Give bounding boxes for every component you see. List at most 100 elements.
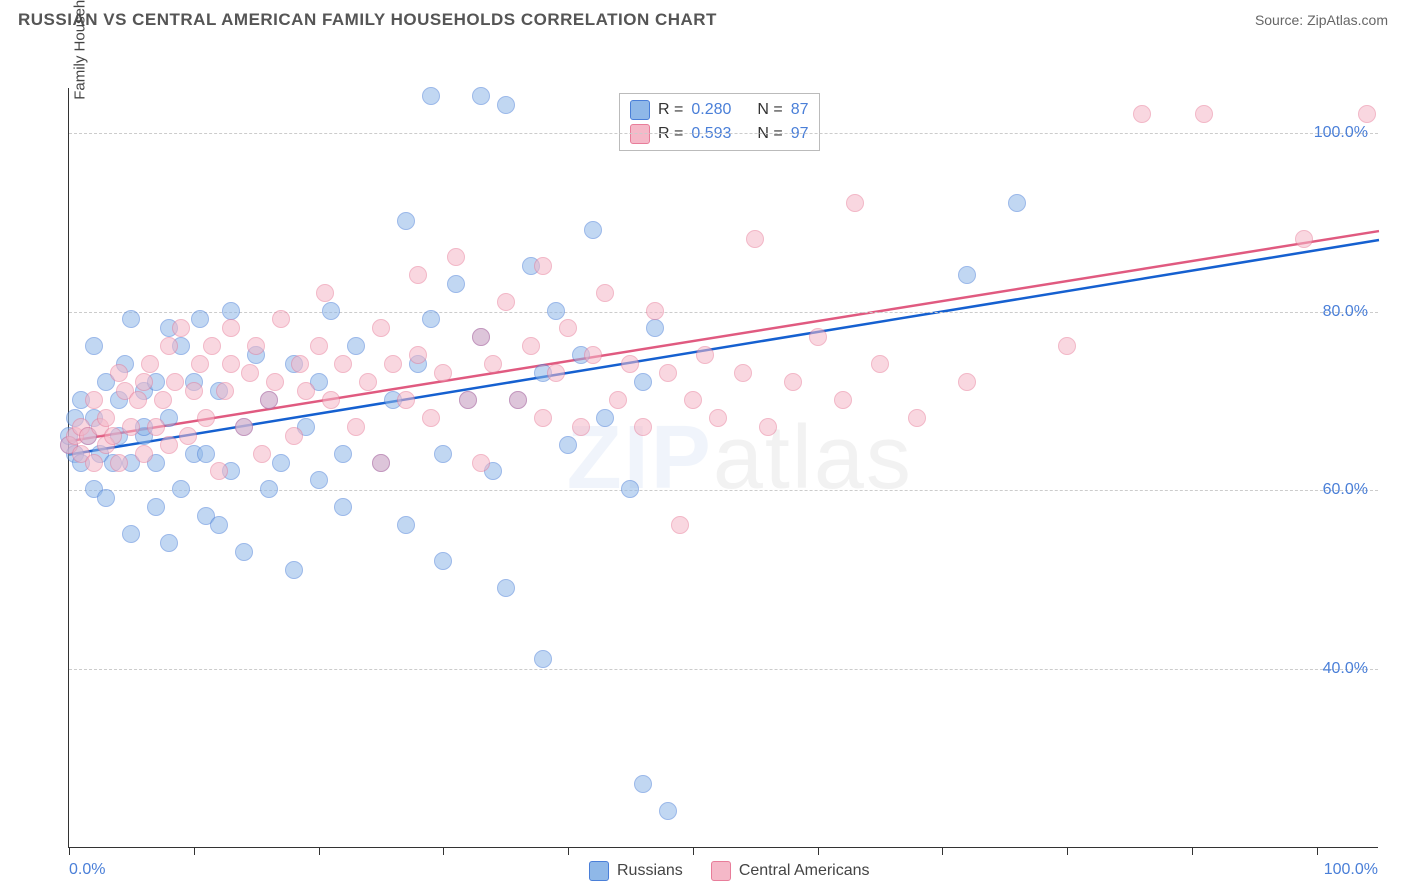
data-point: [584, 346, 602, 364]
y-tick-label: 80.0%: [1323, 303, 1368, 321]
source-label: Source: ZipAtlas.com: [1255, 12, 1388, 28]
data-point: [621, 355, 639, 373]
data-point: [634, 775, 652, 793]
data-point: [322, 302, 340, 320]
data-point: [347, 337, 365, 355]
legend-bottom: Russians Central Americans: [589, 861, 870, 881]
x-tick: [319, 847, 320, 855]
data-point: [166, 373, 184, 391]
data-point: [222, 355, 240, 373]
trend-line: [69, 231, 1379, 441]
data-point: [272, 310, 290, 328]
legend-stats-row: R =0.280N =87: [630, 98, 809, 122]
x-tick: [1192, 847, 1193, 855]
data-point: [447, 275, 465, 293]
data-point: [260, 391, 278, 409]
x-tick: [568, 847, 569, 855]
data-point: [122, 418, 140, 436]
data-point: [291, 355, 309, 373]
data-point: [734, 364, 752, 382]
data-point: [621, 480, 639, 498]
data-point: [547, 364, 565, 382]
x-tick: [69, 847, 70, 855]
data-point: [122, 525, 140, 543]
legend-swatch: [711, 861, 731, 881]
data-point: [310, 337, 328, 355]
data-point: [85, 391, 103, 409]
data-point: [334, 445, 352, 463]
legend-stats-row: R =0.593N =97: [630, 122, 809, 146]
y-tick-label: 40.0%: [1323, 660, 1368, 678]
data-point: [334, 498, 352, 516]
data-point: [559, 319, 577, 337]
data-point: [97, 489, 115, 507]
data-point: [235, 543, 253, 561]
data-point: [122, 310, 140, 328]
data-point: [684, 391, 702, 409]
data-point: [253, 445, 271, 463]
data-point: [596, 284, 614, 302]
data-point: [534, 650, 552, 668]
data-point: [472, 328, 490, 346]
data-point: [191, 310, 209, 328]
plot-area: ZIPatlas R =0.280N =87R =0.593N =97 Russ…: [68, 88, 1378, 848]
legend-label: Central Americans: [739, 862, 870, 880]
stat-n-value: 87: [791, 101, 809, 119]
data-point: [709, 409, 727, 427]
data-point: [316, 284, 334, 302]
data-point: [372, 319, 390, 337]
data-point: [147, 418, 165, 436]
data-point: [572, 418, 590, 436]
y-axis-label: Family Households: [71, 0, 88, 100]
x-tick: [1317, 847, 1318, 855]
data-point: [409, 346, 427, 364]
data-point: [434, 552, 452, 570]
data-point: [285, 427, 303, 445]
data-point: [247, 337, 265, 355]
gridline: [69, 669, 1378, 670]
data-point: [746, 230, 764, 248]
data-point: [104, 427, 122, 445]
data-point: [160, 337, 178, 355]
watermark: ZIPatlas: [567, 407, 913, 510]
data-point: [609, 391, 627, 409]
trend-lines: [69, 88, 1379, 848]
source-link[interactable]: ZipAtlas.com: [1307, 12, 1388, 28]
data-point: [384, 355, 402, 373]
legend-item: Russians: [589, 861, 683, 881]
data-point: [1058, 337, 1076, 355]
data-point: [534, 409, 552, 427]
x-tick: [942, 847, 943, 855]
data-point: [359, 373, 377, 391]
legend-label: Russians: [617, 862, 683, 880]
data-point: [110, 454, 128, 472]
y-tick-label: 100.0%: [1314, 124, 1368, 142]
data-point: [185, 382, 203, 400]
data-point: [497, 96, 515, 114]
data-point: [784, 373, 802, 391]
data-point: [235, 418, 253, 436]
data-point: [497, 293, 515, 311]
data-point: [596, 409, 614, 427]
data-point: [484, 355, 502, 373]
data-point: [671, 516, 689, 534]
data-point: [472, 87, 490, 105]
stat-r-label: R =: [658, 125, 683, 143]
data-point: [85, 454, 103, 472]
data-point: [322, 391, 340, 409]
data-point: [834, 391, 852, 409]
data-point: [459, 391, 477, 409]
data-point: [422, 310, 440, 328]
data-point: [659, 364, 677, 382]
x-tick: [1067, 847, 1068, 855]
data-point: [634, 373, 652, 391]
stat-r-label: R =: [658, 101, 683, 119]
data-point: [584, 221, 602, 239]
data-point: [222, 319, 240, 337]
data-point: [871, 355, 889, 373]
legend-swatch: [589, 861, 609, 881]
data-point: [908, 409, 926, 427]
data-point: [334, 355, 352, 373]
data-point: [547, 302, 565, 320]
stat-r-value: 0.593: [691, 125, 731, 143]
